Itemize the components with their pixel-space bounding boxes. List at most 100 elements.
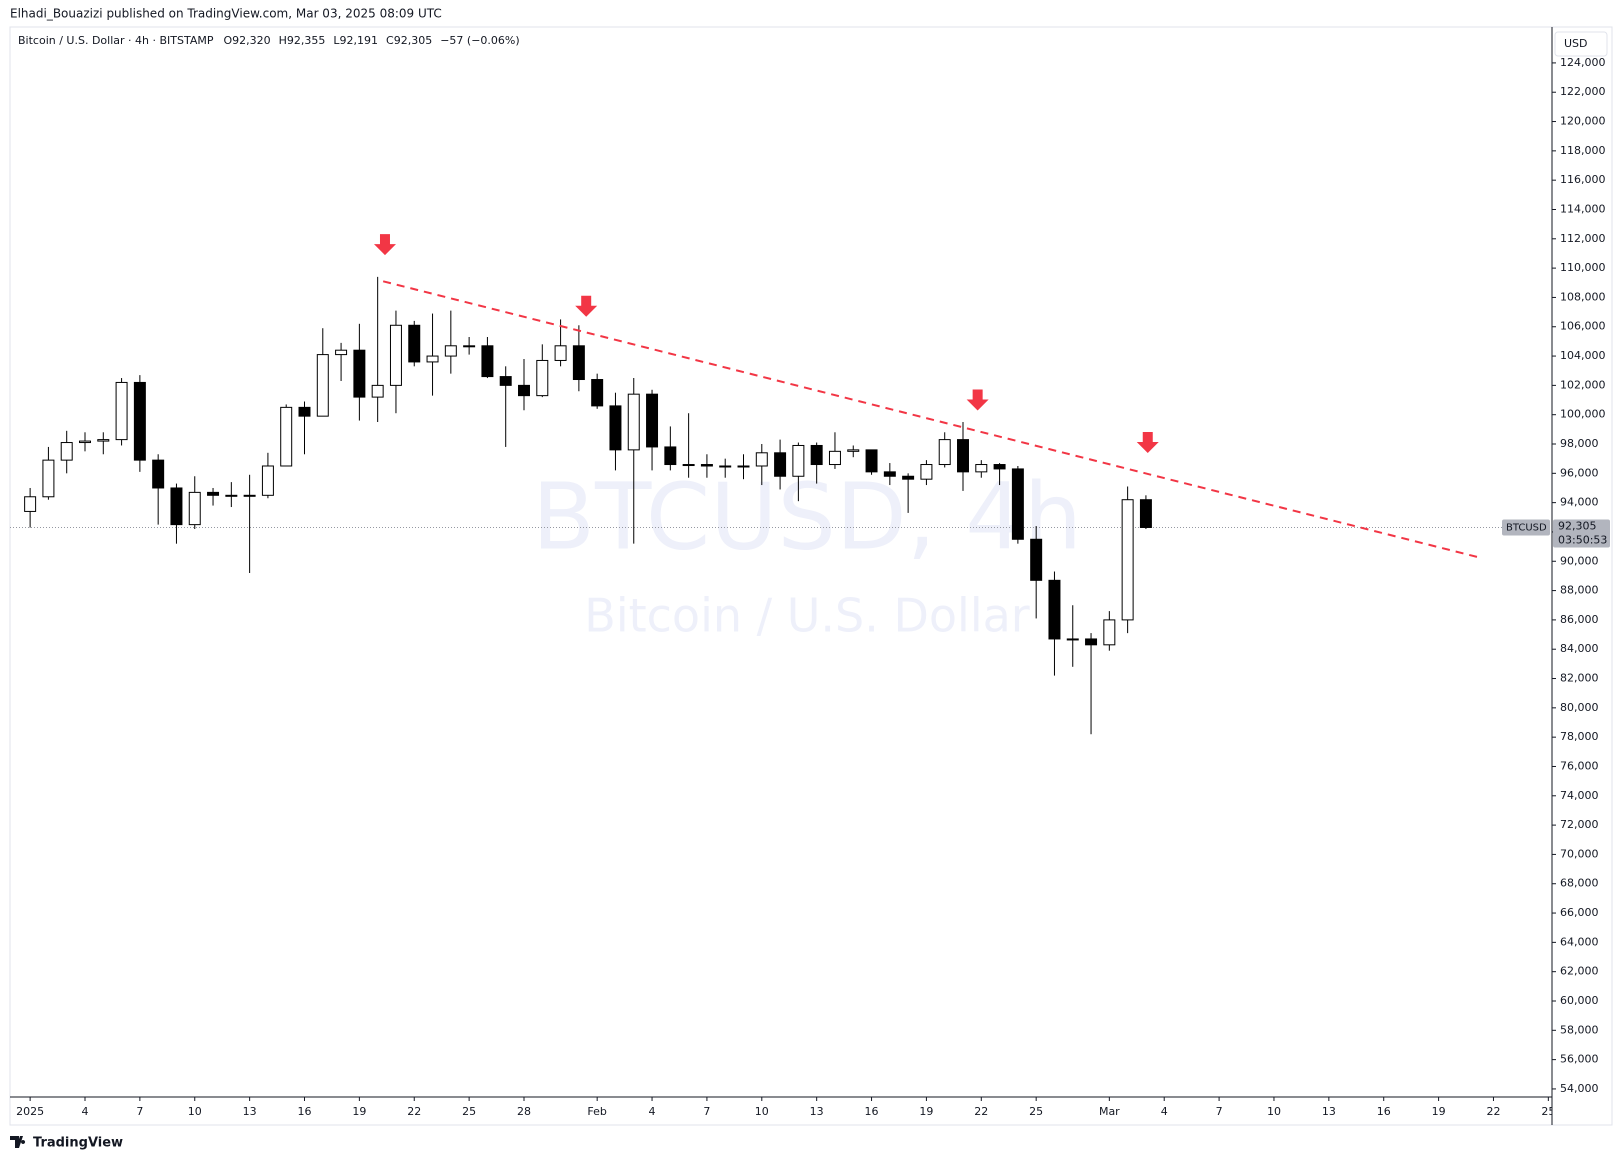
- price-tag-countdown: 03:50:53: [1558, 533, 1607, 546]
- arrow: [575, 295, 598, 317]
- candle-body: [627, 393, 640, 451]
- candle-body: [481, 345, 494, 378]
- x-tick-label: 16: [1377, 1105, 1391, 1118]
- frame: [9, 26, 1613, 1126]
- candle-body: [1066, 638, 1079, 641]
- candle-body: [810, 444, 823, 466]
- candle-body: [225, 494, 238, 497]
- candle-body: [920, 464, 933, 480]
- x-tick-label: 7: [136, 1105, 143, 1118]
- candle-body: [152, 459, 165, 489]
- arrow: [1136, 432, 1159, 454]
- candle-body: [1103, 619, 1116, 646]
- y-tick-label: 118,000: [1560, 144, 1606, 157]
- x-tick-label: 7: [703, 1105, 710, 1118]
- x-tick-label: Feb: [587, 1105, 606, 1118]
- candle-body: [737, 465, 750, 468]
- y-tick-label: 58,000: [1560, 1023, 1599, 1036]
- ohlc-value: L92,191: [333, 34, 378, 47]
- candle-body: [591, 379, 604, 407]
- candle-body: [115, 381, 128, 441]
- candle-body: [133, 381, 146, 461]
- x-tick-label: 4: [649, 1105, 656, 1118]
- x-tick-label: 19: [352, 1105, 366, 1118]
- x-tick-label: 19: [1432, 1105, 1446, 1118]
- y-tick-label: 82,000: [1560, 672, 1599, 685]
- symbol-tag-label: BTCUSD: [1506, 522, 1547, 533]
- candle-body: [1085, 638, 1098, 646]
- y-tick-label: 98,000: [1560, 437, 1599, 450]
- candle-body: [1121, 499, 1134, 621]
- candle-body: [60, 442, 73, 461]
- y-tick-label: 76,000: [1560, 759, 1599, 772]
- y-tick-label: 64,000: [1560, 935, 1599, 948]
- y-tick-label: 114,000: [1560, 202, 1606, 215]
- y-tick-label: 96,000: [1560, 466, 1599, 479]
- candle-body: [188, 491, 201, 526]
- candle-body: [207, 491, 220, 496]
- x-tick-label: 13: [1322, 1105, 1336, 1118]
- candle-body: [444, 345, 457, 357]
- currency: USD: [1564, 37, 1588, 50]
- candle-body: [664, 446, 677, 466]
- y-tick-label: 104,000: [1560, 349, 1606, 362]
- x-tick-label: 16: [865, 1105, 879, 1118]
- candle-body: [298, 406, 311, 417]
- y-tick-label: 72,000: [1560, 818, 1599, 831]
- y-tick-label: 62,000: [1560, 965, 1599, 978]
- candle-body: [865, 449, 878, 473]
- x-tick-label: 10: [1267, 1105, 1281, 1118]
- candle-body: [371, 384, 384, 398]
- y-tick-label: 54,000: [1560, 1082, 1599, 1095]
- y-tick-label: 100,000: [1560, 408, 1606, 421]
- candle-body: [261, 465, 274, 496]
- y-tick-label: 122,000: [1560, 85, 1606, 98]
- price-tag: [1553, 519, 1610, 548]
- y-tick-label: 84,000: [1560, 642, 1599, 655]
- x-tick-label: 28: [517, 1105, 531, 1118]
- watermark: Bitcoin / U.S. Dollar: [584, 589, 1030, 643]
- x-tick-label: 16: [297, 1105, 311, 1118]
- candle-body: [280, 406, 293, 467]
- y-tick-label: 56,000: [1560, 1053, 1599, 1066]
- candle-body: [408, 324, 421, 363]
- y-tick-label: 124,000: [1560, 56, 1606, 69]
- y-tick-label: 88,000: [1560, 584, 1599, 597]
- candle-body: [518, 384, 530, 397]
- currency-box[interactable]: [1554, 31, 1608, 57]
- candle-body: [1030, 538, 1043, 581]
- x-tick-label: 13: [243, 1105, 257, 1118]
- x-tick-label: Mar: [1099, 1105, 1120, 1118]
- candle-body: [774, 452, 787, 477]
- x-tick-label: 19: [919, 1105, 933, 1118]
- candle-body: [993, 464, 1006, 470]
- symbol-title: Bitcoin / U.S. Dollar · 4h · BITSTAMP: [18, 34, 214, 47]
- candle-body: [572, 345, 585, 381]
- plot: [10, 234, 1552, 735]
- logo: [10, 1136, 26, 1148]
- y-tick-label: 68,000: [1560, 877, 1599, 890]
- x-tick-label: 25: [462, 1105, 476, 1118]
- x-tick-label: 10: [755, 1105, 769, 1118]
- candle-body: [24, 496, 37, 512]
- candle-body: [42, 459, 55, 498]
- y-tick-label: 78,000: [1560, 730, 1599, 743]
- candle-body: [243, 494, 256, 497]
- y-tick-label: 120,000: [1560, 115, 1606, 128]
- ohlc-value: −57 (−0.06%): [440, 34, 519, 47]
- x-tick-label: 4: [1161, 1105, 1168, 1118]
- candle-body: [426, 355, 439, 363]
- x-tick-label: 22: [407, 1105, 421, 1118]
- candle-body: [828, 450, 841, 466]
- candle-body: [975, 464, 988, 473]
- candle-body: [1011, 468, 1024, 540]
- x-tick-label: 25: [1029, 1105, 1043, 1118]
- y-tick-label: 108,000: [1560, 290, 1606, 303]
- x-tick-label: 10: [188, 1105, 202, 1118]
- candle-body: [79, 440, 91, 444]
- candle-body: [463, 345, 476, 348]
- candle-body: [755, 452, 768, 467]
- candle-body: [719, 465, 732, 468]
